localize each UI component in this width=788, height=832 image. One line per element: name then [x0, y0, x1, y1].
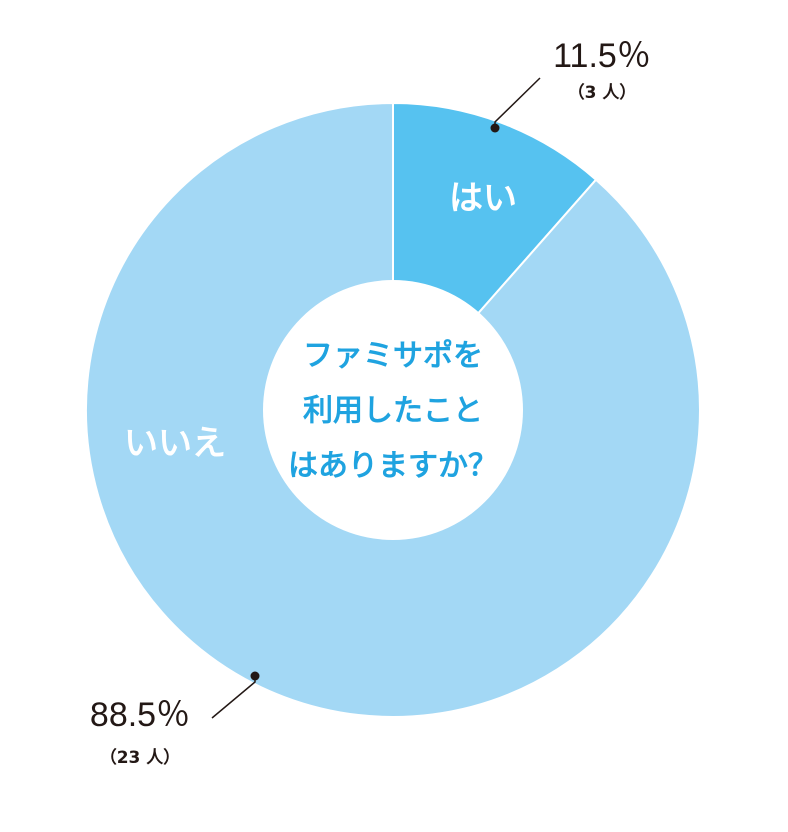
center-title: はありますか？ [288, 449, 498, 484]
count-label: （3 人） [568, 82, 637, 103]
slice-label: いいえ [124, 424, 226, 464]
leader-line [494, 77, 541, 128]
value-label: 11.5％ [553, 37, 651, 75]
count-label: （23 人） [100, 747, 181, 768]
slice-label: はい [449, 179, 517, 219]
center-title: 利用したこと [303, 394, 483, 429]
value-label: 88.5％ [90, 696, 190, 734]
center-title: ファミサポを [303, 339, 483, 374]
leader-line [211, 676, 256, 719]
donut-hole [263, 280, 523, 540]
